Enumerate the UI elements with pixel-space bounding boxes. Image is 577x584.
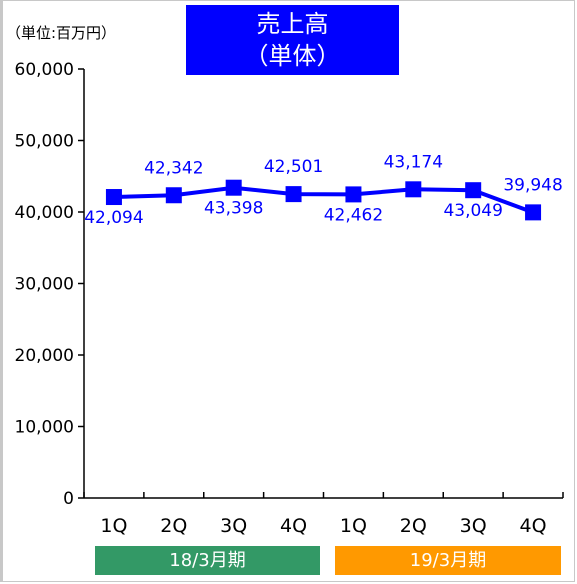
- data-point-marker: [285, 186, 302, 203]
- x-tick-label: 4Q: [280, 515, 307, 537]
- x-tick-label: 1Q: [340, 515, 367, 537]
- data-point-marker: [105, 189, 122, 206]
- unit-label: （単位:百万円）: [6, 24, 117, 42]
- data-label: 43,398: [204, 199, 263, 219]
- y-tick-label: 40,000: [15, 203, 74, 223]
- data-label: 39,948: [503, 175, 562, 195]
- data-point-marker: [345, 186, 362, 203]
- chart-title: 売上高 （単体）: [186, 5, 399, 75]
- chart-title-line1: 売上高: [256, 10, 329, 38]
- data-point-marker: [225, 179, 242, 196]
- data-label: 43,174: [384, 152, 443, 172]
- data-label: 42,342: [144, 158, 203, 178]
- data-point-marker: [525, 204, 542, 221]
- data-point-marker: [405, 181, 422, 198]
- y-tick-label: 30,000: [15, 275, 74, 295]
- data-label: 42,094: [84, 208, 143, 228]
- y-tick-label: 50,000: [15, 132, 74, 152]
- y-tick-label: 0: [63, 489, 74, 509]
- x-tick-label: 2Q: [400, 515, 427, 537]
- series-line: [113, 185, 534, 215]
- period-label-19-3: 19/3月期: [335, 546, 561, 575]
- data-label: 42,501: [264, 157, 323, 177]
- data-point-marker: [165, 187, 182, 204]
- period-label-18-3: 18/3月期: [95, 546, 320, 575]
- x-tick-label: 4Q: [520, 515, 547, 537]
- x-tick-label: 1Q: [100, 515, 127, 537]
- y-tick-label: 20,000: [15, 346, 74, 366]
- x-tick-label: 3Q: [460, 515, 487, 537]
- chart-title-line2: （単体）: [244, 42, 341, 70]
- data-label: 42,462: [324, 205, 383, 225]
- data-point-marker: [465, 182, 482, 199]
- x-tick-label: 3Q: [220, 515, 247, 537]
- data-label: 43,049: [443, 201, 502, 221]
- y-tick-label: 60,000: [15, 60, 74, 80]
- x-tick-label: 2Q: [160, 515, 187, 537]
- y-tick-label: 10,000: [15, 418, 74, 438]
